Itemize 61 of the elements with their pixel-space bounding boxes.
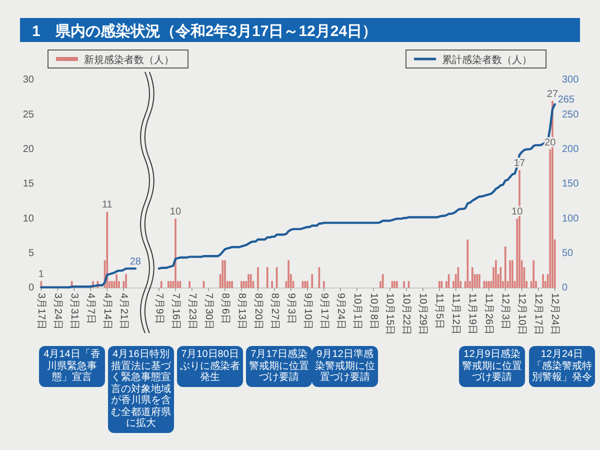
y-tick-label: 5 <box>28 248 34 259</box>
x-tick-label: 4月14日 <box>102 293 113 330</box>
data-label: 11 <box>102 200 113 211</box>
x-tick-label: 7月9日 <box>153 293 164 324</box>
y-tick-label: 20 <box>22 144 34 155</box>
legend-label: 新規感染者数（人） <box>84 54 174 66</box>
chart-title: 1 県内の感染状況（令和2年3月17日～12月24日） <box>32 22 378 40</box>
y2-tick-label: 150 <box>562 178 580 190</box>
x-tick-label: 8月20日 <box>252 293 264 330</box>
x-tick-label: 10月22日 <box>400 293 412 336</box>
x-tick-label: 12月24日 <box>549 293 560 336</box>
y-tick-label: 15 <box>22 178 34 190</box>
text: 4月14日「香川県緊急事態」宣言 <box>39 346 105 386</box>
y2-tick-label: 100 <box>562 213 580 224</box>
x-tick-label: 10月8日 <box>368 293 379 330</box>
data-label: 27 <box>546 88 558 100</box>
x-tick-label: 12月10日 <box>516 293 528 336</box>
y2-tick-label: 200 <box>562 144 580 155</box>
x-tick-label: 11月5日 <box>434 293 445 329</box>
text: 7月10日80日ぶりに感染者発生 <box>177 346 243 386</box>
y2-tick-label: 250 <box>562 109 580 120</box>
y-tick-label: 10 <box>22 213 34 224</box>
y-tick-label: 25 <box>22 109 34 120</box>
x-tick-label: 3月24日 <box>52 293 64 330</box>
text: 9月12日準感染警戒期に位置づけ要請 <box>312 346 378 386</box>
x-tick-label: 11月19日 <box>466 293 478 335</box>
y2-tick-label: 50 <box>562 248 574 259</box>
data-label: 1 <box>38 269 44 280</box>
x-tick-label: 9月17日 <box>318 293 330 330</box>
text: 12月24日「感染警戒特別警報」発令 <box>529 346 595 386</box>
x-tick-label: 4月7日 <box>85 293 96 324</box>
data-label: 265 <box>558 94 575 106</box>
text: 7月17日感染警戒期に位置づけ要請 <box>246 346 312 386</box>
legend-label: 累計感染者数（人） <box>442 54 532 66</box>
x-tick-label: 12月17日 <box>532 293 544 336</box>
y2-tick-label: 300 <box>562 74 580 86</box>
x-tick-label: 3月31日 <box>68 293 80 330</box>
x-tick-label: 8月6日 <box>219 293 230 324</box>
x-tick-label: 9月24日 <box>334 293 346 330</box>
data-label: 28 <box>130 256 142 268</box>
data-label: 10 <box>170 206 182 218</box>
x-tick-label: 7月23日 <box>186 293 198 330</box>
x-tick-label: 9月10日 <box>302 293 313 330</box>
text: 4月16日特別措置法に基づく緊急事態宣言の対象地域が香川県を含む全都道府県に拡大 <box>108 346 174 432</box>
x-tick-label: 7月30日 <box>202 293 214 330</box>
x-tick-label: 10月15日 <box>384 293 396 336</box>
x-tick-label: 9月3日 <box>285 293 296 324</box>
y2-tick-label: 0 <box>562 282 568 294</box>
x-tick-label: 12月3日 <box>500 293 511 330</box>
x-tick-label: 8月27日 <box>268 293 280 330</box>
x-tick-label: 3月17日 <box>36 293 47 330</box>
y-tick-label: 30 <box>22 74 34 86</box>
x-tick-label: 11月26日 <box>483 293 494 335</box>
x-tick-label: 10月1日 <box>351 293 362 330</box>
x-tick-label: 10月29日 <box>417 293 428 336</box>
x-tick-label: 8月13日 <box>236 293 247 330</box>
text: 12月9日感染警戒期に位置づけ要請 <box>459 346 525 386</box>
x-tick-label: 11月12日 <box>450 293 462 335</box>
y-tick-label: 0 <box>28 282 34 294</box>
x-tick-label: 7月16日 <box>170 293 181 330</box>
x-tick-label: 4月21日 <box>118 293 130 330</box>
